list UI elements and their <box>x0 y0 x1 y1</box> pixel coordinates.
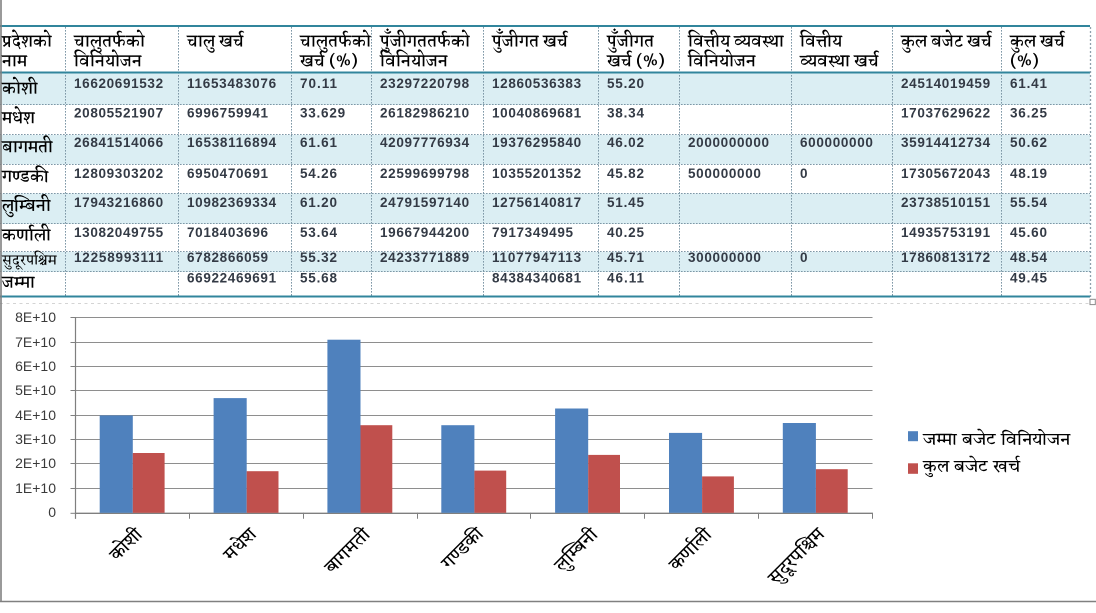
svg-text:24791597140: 24791597140 <box>380 195 469 210</box>
svg-text:46.02: 46.02 <box>607 135 644 150</box>
svg-text:23738510151: 23738510151 <box>901 195 991 210</box>
svg-text:0: 0 <box>800 166 808 181</box>
svg-text:1E+10: 1E+10 <box>15 480 56 496</box>
svg-text:16620691532: 16620691532 <box>74 76 163 91</box>
svg-text:38.34: 38.34 <box>607 105 644 120</box>
svg-text:6950470691: 6950470691 <box>187 166 268 181</box>
svg-text:11077947113: 11077947113 <box>492 250 582 265</box>
svg-text:49.45: 49.45 <box>1010 271 1047 286</box>
svg-text:84384340681: 84384340681 <box>492 271 582 286</box>
svg-text:20805521907: 20805521907 <box>74 105 163 120</box>
svg-text:17943216860: 17943216860 <box>74 195 163 210</box>
svg-text:6E+10: 6E+10 <box>15 358 56 374</box>
svg-text:55.54: 55.54 <box>1010 195 1047 210</box>
svg-text:45.60: 45.60 <box>1010 225 1047 240</box>
svg-text:48.54: 48.54 <box>1010 250 1047 265</box>
svg-text:16538116894: 16538116894 <box>187 135 277 150</box>
svg-text:13082049755: 13082049755 <box>74 225 164 240</box>
svg-text:70.11: 70.11 <box>300 76 337 91</box>
svg-text:19667944200: 19667944200 <box>380 225 469 240</box>
svg-text:26841514066: 26841514066 <box>74 135 164 150</box>
svg-text:66922469691: 66922469691 <box>187 271 277 286</box>
svg-text:23297220798: 23297220798 <box>380 76 470 91</box>
svg-text:40.25: 40.25 <box>607 225 644 240</box>
svg-text:50.62: 50.62 <box>1010 135 1047 150</box>
svg-text:17037629622: 17037629622 <box>901 105 990 120</box>
svg-text:61.20: 61.20 <box>300 195 337 210</box>
svg-text:22599699798: 22599699798 <box>380 166 470 181</box>
svg-text:33.629: 33.629 <box>300 105 345 120</box>
svg-text:4E+10: 4E+10 <box>15 407 56 423</box>
svg-text:24514019459: 24514019459 <box>901 76 990 91</box>
svg-text:8E+10: 8E+10 <box>15 309 56 325</box>
svg-text:6996759941: 6996759941 <box>187 105 268 120</box>
svg-text:10355201352: 10355201352 <box>492 166 581 181</box>
svg-text:12860536383: 12860536383 <box>492 76 582 91</box>
svg-text:2E+10: 2E+10 <box>15 455 56 471</box>
svg-text:0: 0 <box>48 504 56 520</box>
svg-text:55.68: 55.68 <box>300 271 337 286</box>
svg-text:3E+10: 3E+10 <box>15 431 56 447</box>
svg-text:12809303202: 12809303202 <box>74 166 163 181</box>
svg-text:10982369334: 10982369334 <box>187 195 277 210</box>
svg-text:61.41: 61.41 <box>1010 76 1047 91</box>
svg-text:12756140817: 12756140817 <box>492 195 581 210</box>
svg-text:600000000: 600000000 <box>800 135 873 150</box>
svg-text:10040869681: 10040869681 <box>492 105 582 120</box>
svg-text:7917349495: 7917349495 <box>492 225 573 240</box>
svg-text:7E+10: 7E+10 <box>15 334 56 350</box>
svg-text:6782866059: 6782866059 <box>187 250 268 265</box>
svg-text:53.64: 53.64 <box>300 225 337 240</box>
svg-text:35914412734: 35914412734 <box>901 135 991 150</box>
svg-text:55.32: 55.32 <box>300 250 337 265</box>
svg-text:51.45: 51.45 <box>607 195 644 210</box>
svg-text:61.61: 61.61 <box>300 135 337 150</box>
svg-text:42097776934: 42097776934 <box>380 135 470 150</box>
svg-text:17860813172: 17860813172 <box>901 250 990 265</box>
svg-text:54.26: 54.26 <box>300 166 337 181</box>
svg-text:45.82: 45.82 <box>607 166 644 181</box>
svg-text:24233771889: 24233771889 <box>380 250 469 265</box>
svg-text:0: 0 <box>800 250 808 265</box>
svg-text:11653483076: 11653483076 <box>187 76 277 91</box>
svg-text:2000000000: 2000000000 <box>688 135 769 150</box>
svg-text:26182986210: 26182986210 <box>380 105 469 120</box>
svg-text:500000000: 500000000 <box>688 166 761 181</box>
svg-text:300000000: 300000000 <box>688 250 761 265</box>
svg-text:45.71: 45.71 <box>607 250 644 265</box>
svg-text:19376295840: 19376295840 <box>492 135 581 150</box>
svg-text:17305672043: 17305672043 <box>901 166 991 181</box>
svg-text:14935753191: 14935753191 <box>901 225 991 240</box>
svg-text:7018403696: 7018403696 <box>187 225 268 240</box>
svg-text:5E+10: 5E+10 <box>15 382 56 398</box>
svg-text:12258993111: 12258993111 <box>74 250 164 265</box>
svg-text:46.11: 46.11 <box>607 271 644 286</box>
svg-text:36.25: 36.25 <box>1010 105 1047 120</box>
svg-text:48.19: 48.19 <box>1010 166 1047 181</box>
svg-text:55.20: 55.20 <box>607 76 644 91</box>
